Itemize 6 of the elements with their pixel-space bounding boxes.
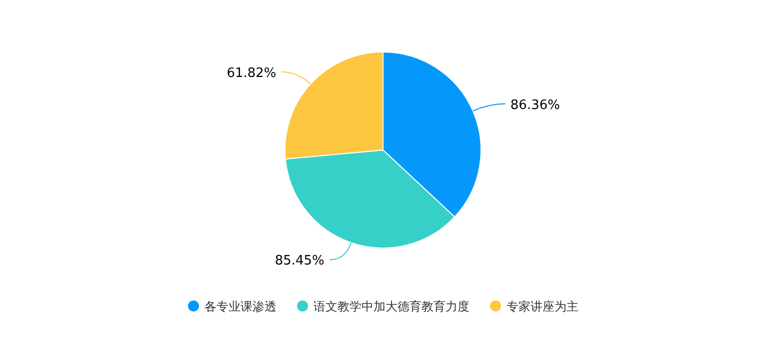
legend-label: 专家讲座为主 [506,300,578,314]
legend-label: 各专业课渗透 [204,300,276,314]
legend-label: 语文教学中加大德育教育力度 [314,300,470,314]
data-label: 61.82% [226,66,276,81]
data-label: 86.36% [510,98,560,113]
data-label: 85.45% [274,254,324,269]
